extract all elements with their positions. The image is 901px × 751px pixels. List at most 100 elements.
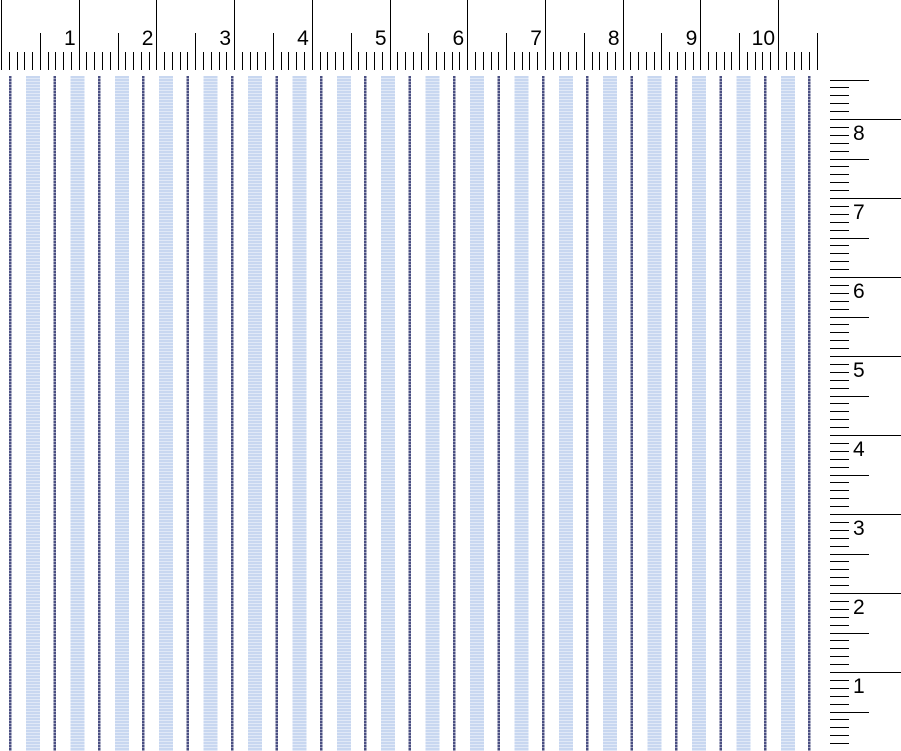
major-tick — [1, 0, 2, 70]
minor-tick — [830, 482, 849, 483]
minor-tick — [32, 52, 33, 70]
minor-tick — [452, 52, 453, 70]
minor-tick — [830, 427, 849, 428]
minor-tick — [553, 52, 554, 70]
minor-tick — [17, 52, 18, 70]
minor-tick — [304, 52, 305, 70]
half-tick — [830, 633, 869, 634]
minor-tick — [830, 348, 849, 349]
minor-tick — [724, 52, 725, 70]
minor-tick — [830, 230, 849, 231]
minor-tick — [830, 261, 849, 262]
minor-tick — [830, 601, 849, 602]
minor-tick — [522, 52, 523, 70]
minor-tick — [203, 52, 204, 70]
minor-tick — [164, 52, 165, 70]
top-ruler-label: 7 — [530, 27, 542, 50]
minor-tick — [830, 222, 849, 223]
minor-tick — [830, 569, 849, 570]
minor-tick — [172, 52, 173, 70]
minor-tick — [830, 95, 849, 96]
minor-tick — [830, 625, 849, 626]
top-ruler-label: 8 — [607, 27, 620, 50]
half-tick — [273, 33, 274, 70]
minor-tick — [830, 403, 849, 404]
minor-tick — [830, 648, 849, 649]
minor-tick — [63, 52, 64, 70]
minor-tick — [607, 52, 608, 70]
minor-tick — [296, 52, 297, 70]
major-tick — [545, 0, 546, 70]
half-tick — [584, 33, 585, 70]
minor-tick — [568, 52, 569, 70]
half-tick — [661, 33, 662, 70]
minor-tick — [693, 52, 694, 70]
minor-tick — [226, 52, 227, 70]
half-tick — [830, 712, 869, 713]
major-tick — [700, 0, 701, 70]
minor-tick — [615, 52, 616, 70]
half-tick — [739, 33, 740, 70]
right-ruler-label: 4 — [853, 438, 865, 461]
major-tick — [156, 0, 157, 70]
minor-tick — [250, 52, 251, 70]
minor-tick — [459, 52, 460, 70]
minor-tick — [830, 617, 849, 618]
minor-tick — [630, 52, 631, 70]
minor-tick — [809, 52, 810, 70]
minor-tick — [830, 127, 849, 128]
minor-tick — [646, 52, 647, 70]
half-tick — [830, 80, 869, 81]
major-tick — [778, 0, 779, 70]
fabric-swatch-preview — [0, 76, 822, 751]
minor-tick — [491, 52, 492, 70]
minor-tick — [9, 52, 10, 70]
minor-tick — [327, 52, 328, 70]
minor-tick — [830, 688, 849, 689]
minor-tick — [830, 143, 849, 144]
major-tick — [390, 0, 391, 70]
minor-tick — [830, 245, 849, 246]
minor-tick — [708, 52, 709, 70]
minor-tick — [830, 664, 849, 665]
minor-tick — [413, 52, 414, 70]
minor-tick — [537, 52, 538, 70]
minor-tick — [801, 52, 802, 70]
minor-tick — [830, 182, 849, 183]
minor-tick — [830, 680, 849, 681]
half-tick — [830, 396, 869, 397]
minor-tick — [830, 324, 849, 325]
minor-tick — [830, 743, 849, 744]
minor-tick — [421, 52, 422, 70]
minor-tick — [830, 332, 849, 333]
minor-tick — [592, 52, 593, 70]
minor-tick — [731, 52, 732, 70]
major-tick — [830, 277, 901, 278]
minor-tick — [830, 309, 849, 310]
minor-tick — [830, 727, 849, 728]
minor-tick — [599, 52, 600, 70]
minor-tick — [71, 52, 72, 70]
minor-tick — [830, 380, 849, 381]
minor-tick — [48, 52, 49, 70]
minor-tick — [830, 443, 849, 444]
minor-tick — [133, 52, 134, 70]
major-tick — [234, 0, 235, 70]
minor-tick — [830, 174, 849, 175]
minor-tick — [94, 52, 95, 70]
minor-tick — [794, 52, 795, 70]
minor-tick — [444, 52, 445, 70]
minor-tick — [830, 269, 849, 270]
minor-tick — [830, 704, 849, 705]
minor-tick — [180, 52, 181, 70]
minor-tick — [288, 52, 289, 70]
minor-tick — [830, 530, 849, 531]
minor-tick — [211, 52, 212, 70]
minor-tick — [405, 52, 406, 70]
minor-tick — [830, 640, 849, 641]
right-ruler-label: 5 — [853, 359, 865, 382]
minor-tick — [281, 52, 282, 70]
minor-tick — [830, 190, 849, 191]
minor-tick — [55, 52, 56, 70]
minor-tick — [102, 52, 103, 70]
